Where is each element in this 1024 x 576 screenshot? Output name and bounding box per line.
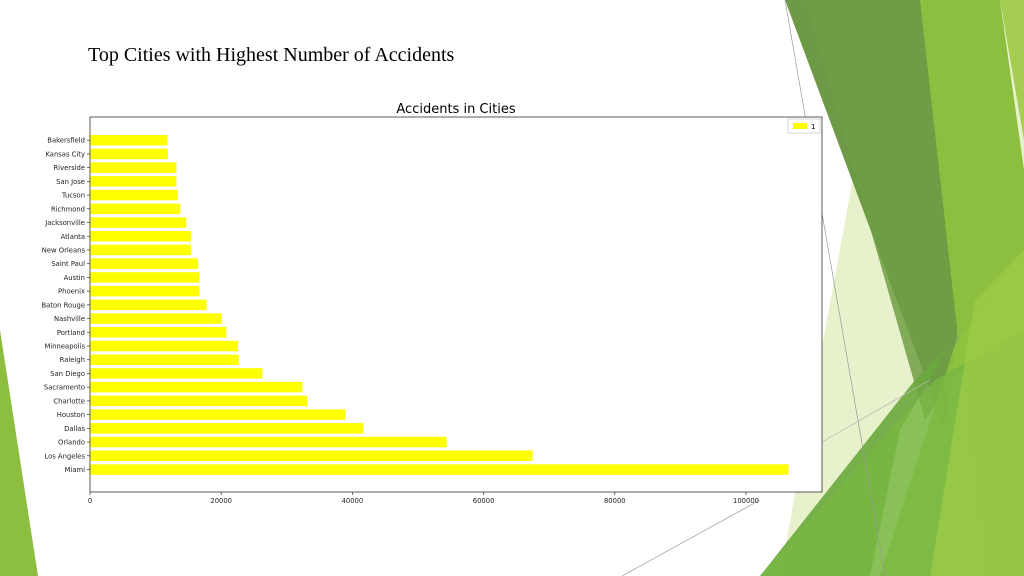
- y-tick-labels: Miami Los Angeles Orlando Dallas Houston Char…: [42, 137, 90, 474]
- bars-layer: [90, 135, 789, 475]
- bar: [90, 423, 364, 434]
- x-tick-label: 0: [88, 497, 92, 505]
- bar: [90, 217, 187, 228]
- bar: [90, 395, 307, 407]
- bar: [90, 354, 239, 365]
- y-tick-label: Baton Rouge: [42, 301, 86, 309]
- bar: [90, 313, 222, 324]
- bar: [90, 436, 447, 448]
- bar: [90, 148, 168, 160]
- bar: [90, 176, 177, 187]
- y-tick-label: Sacramento: [44, 384, 85, 392]
- x-tick-label: 100000: [733, 497, 759, 505]
- y-tick-label: Minneapolis: [44, 343, 85, 351]
- y-tick-label: San Jose: [56, 178, 85, 186]
- y-tick-label: Nashville: [54, 315, 85, 323]
- bar: [90, 464, 789, 475]
- decor-shape-lower-dark: [760, 345, 950, 576]
- bar: [90, 203, 181, 215]
- x-tick-label: 80000: [604, 497, 626, 505]
- bar: [90, 244, 191, 256]
- y-tick-label: Riverside: [53, 164, 85, 172]
- bar: [90, 327, 227, 338]
- y-tick-label: Kansas City: [45, 150, 85, 158]
- decor-shape-left: [0, 330, 38, 576]
- legend-label: 1: [811, 123, 815, 131]
- bar: [90, 189, 178, 201]
- y-tick-label: Miami: [65, 466, 86, 474]
- decor-line: [621, 499, 761, 576]
- y-tick-label: Jacksonville: [44, 219, 85, 227]
- y-tick-label: Richmond: [51, 205, 85, 213]
- y-tick-label: Portland: [57, 329, 85, 337]
- decor-shape-bright: [1000, 0, 1024, 140]
- y-tick-label: New Orleans: [42, 247, 86, 255]
- x-tick-label: 20000: [210, 497, 232, 505]
- y-tick-label: Austin: [64, 274, 85, 282]
- legend: 1: [787, 118, 821, 134]
- bar: [90, 450, 533, 461]
- bar: [90, 258, 199, 269]
- bar: [90, 162, 177, 173]
- y-tick-label: Charlotte: [53, 397, 85, 405]
- x-tick-label: 40000: [342, 497, 364, 505]
- bar: [90, 381, 303, 393]
- y-tick-label: Saint Paul: [51, 260, 85, 268]
- y-tick-label: Los Angeles: [44, 452, 85, 460]
- y-tick-label: San Diego: [50, 370, 85, 378]
- chart-title: Accidents in Cities: [396, 102, 515, 117]
- bar: [90, 299, 207, 311]
- x-tick-label: 60000: [473, 497, 495, 505]
- bar: [90, 368, 263, 379]
- y-tick-label: Orlando: [58, 439, 85, 447]
- y-tick-label: Houston: [57, 411, 85, 419]
- x-axis-ticks: 0 20000 40000 60000 80000 100000: [88, 492, 759, 505]
- decor-shape-lower-light: [930, 250, 1024, 576]
- bar: [90, 135, 168, 146]
- decor-line: [821, 379, 931, 443]
- y-tick-label: Bakersfield: [47, 137, 85, 145]
- y-tick-label: Raleigh: [60, 356, 85, 364]
- y-tick-label: Tucson: [61, 192, 85, 200]
- decor-line: [784, 0, 886, 576]
- bar: [90, 409, 345, 420]
- y-tick-label: Dallas: [64, 425, 85, 433]
- bar: [90, 340, 239, 352]
- y-tick-label: Phoenix: [58, 288, 85, 296]
- legend-swatch: [793, 123, 807, 129]
- slide-title: Top Cities with Highest Number of Accide…: [88, 44, 455, 66]
- bar: [90, 231, 191, 242]
- bar: [90, 285, 200, 297]
- y-tick-label: Atlanta: [61, 233, 85, 241]
- bar: [90, 272, 200, 283]
